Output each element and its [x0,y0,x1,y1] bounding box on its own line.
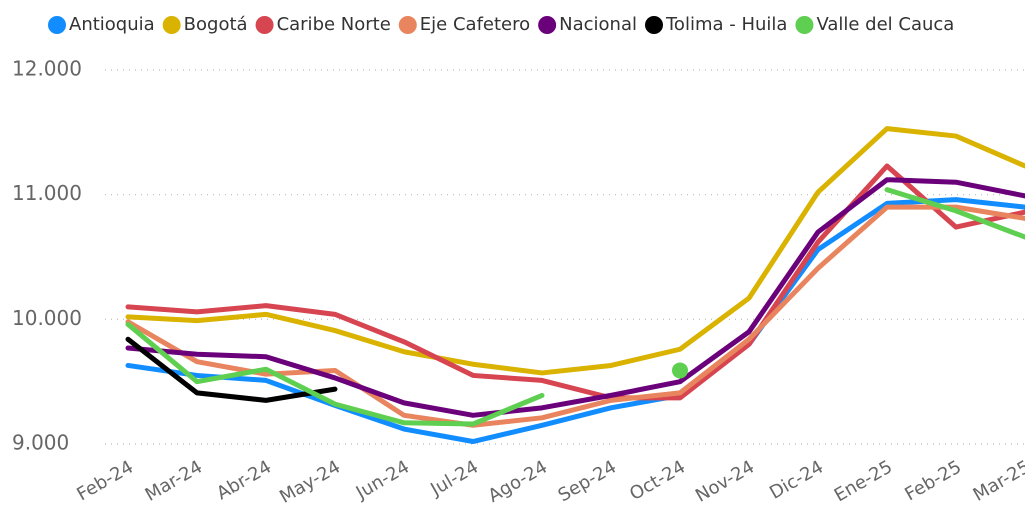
x-tick-label: Feb-24 [73,456,137,505]
y-tick-label: 12.000 [12,57,82,81]
series-line [125,126,1025,376]
legend-marker [48,16,66,34]
legend-label: Caribe Norte [277,14,391,35]
y-tick-label: 11.000 [12,181,82,205]
legend-marker [795,16,814,34]
legend-label: Antioquia [69,14,155,35]
series-line [125,177,1025,418]
x-tick-label: May-24 [276,456,344,507]
x-tick-label: Dic-24 [766,456,827,503]
series-line [884,187,1025,240]
legend-label: Bogotá [184,14,248,35]
x-tick-label: Abr-24 [213,456,275,504]
legend-label: Eje Cafetero [420,14,530,35]
x-tick-label: Jun-24 [352,456,413,503]
legend-marker [645,16,663,34]
series-line [125,163,1025,401]
x-tick-label: Ene-25 [831,456,896,506]
x-tick-label: Jul-24 [426,456,482,500]
x-tick-label: Mar-25 [970,456,1025,505]
x-tick-label: Nov-24 [692,456,758,506]
legend-marker [255,16,274,34]
x-tick-label: Ago-24 [485,456,551,506]
legend-label: Nacional [559,14,637,35]
legend-marker [538,16,557,34]
x-tick-label: Feb-25 [901,456,965,505]
series-line [125,321,545,427]
line-point [672,362,688,379]
y-tick-label: 9.000 [12,431,69,455]
legend-label: Tolima - Huila [665,14,787,35]
legend-label: Valle del Cauca [816,14,954,35]
y-tick-label: 10.000 [12,306,82,330]
x-tick-label: Sep-24 [555,456,620,506]
legend-marker [398,16,417,34]
x-tick-label: Oct-24 [626,456,689,504]
series-line [125,197,1025,445]
x-tick-label: Mar-24 [142,456,206,505]
series-line [125,336,338,403]
legend-marker [162,16,181,34]
